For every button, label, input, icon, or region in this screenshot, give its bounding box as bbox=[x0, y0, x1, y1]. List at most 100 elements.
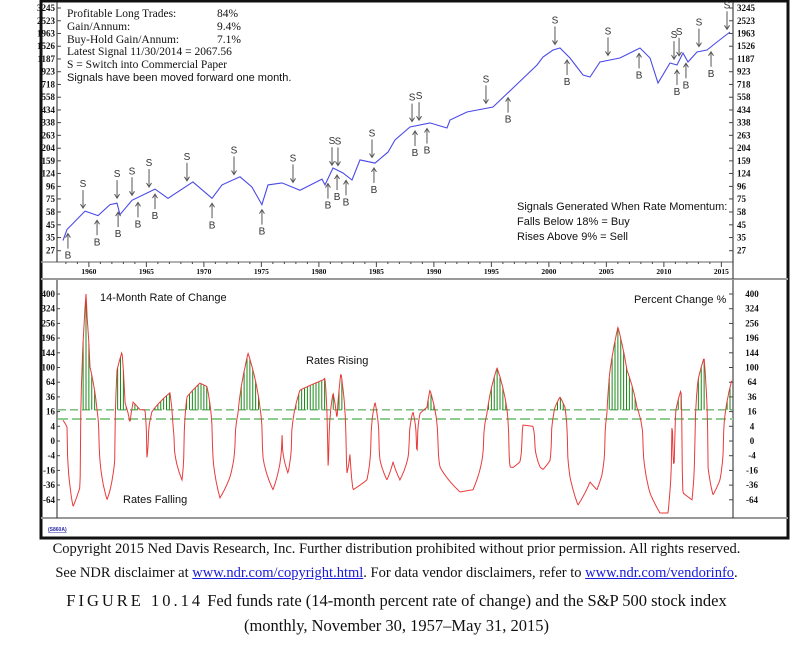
chart-frame bbox=[39, 0, 790, 540]
sell-signal-label: S bbox=[409, 93, 416, 104]
arrowhead bbox=[80, 203, 86, 210]
y-tick-label: 35 bbox=[46, 233, 56, 243]
y-tick-label: 204 bbox=[42, 143, 56, 153]
y-tick-label: -16 bbox=[746, 465, 758, 475]
buy-signal: B bbox=[259, 208, 266, 238]
rising-rate-bars bbox=[82, 294, 731, 410]
arrowhead bbox=[674, 69, 680, 75]
y-tick-label: 64 bbox=[748, 377, 758, 387]
y-tick-label: 0 bbox=[51, 436, 56, 446]
arrowhead bbox=[424, 127, 430, 133]
moved-note: Signals have been moved forward one mont… bbox=[67, 72, 291, 84]
sell-signal: S bbox=[676, 27, 683, 57]
y-tick-label: 1187 bbox=[737, 54, 755, 64]
caption-text: (monthly, November 30, 1957–May 31, 2015… bbox=[243, 616, 550, 635]
sell-signal-label: S bbox=[676, 27, 683, 38]
arrowhead bbox=[231, 170, 237, 176]
arrowhead bbox=[329, 160, 335, 167]
sell-signal-label: S bbox=[724, 0, 731, 11]
arrowhead bbox=[209, 202, 215, 208]
y-tick-label: 144 bbox=[42, 348, 56, 358]
disclaimer-text: See NDR disclaimer at bbox=[55, 565, 193, 581]
sell-signal-label: S bbox=[146, 158, 153, 169]
arrowhead bbox=[343, 179, 349, 185]
arrowhead bbox=[676, 51, 682, 57]
sell-signal: S bbox=[483, 74, 490, 105]
buy-signal: B bbox=[371, 166, 378, 196]
x-tick-label: 1970 bbox=[196, 267, 211, 276]
sell-signal: S bbox=[552, 15, 559, 46]
arrowhead bbox=[371, 166, 377, 173]
y-tick-label: 923 bbox=[42, 67, 56, 77]
arrowhead bbox=[416, 115, 422, 122]
y-tick-label: 36 bbox=[748, 392, 758, 402]
rate-of-change-line bbox=[62, 293, 733, 514]
sell-signal: S bbox=[671, 30, 678, 61]
y-tick-label: 558 bbox=[42, 92, 56, 102]
vendorinfo-link[interactable]: www.ndr.com/vendorinfo bbox=[585, 565, 735, 581]
disclaimer-text: . For data vendor disclaimers, refer to bbox=[363, 565, 586, 581]
y-tick-label: 400 bbox=[745, 289, 759, 299]
buy-signal: B bbox=[412, 130, 419, 159]
y-tick-label: 96 bbox=[46, 181, 56, 191]
buy-signal-label: B bbox=[424, 146, 431, 157]
stat-value: 9.4% bbox=[217, 21, 241, 33]
y-tick-label: 1963 bbox=[737, 28, 756, 38]
disclaimer-text: . bbox=[734, 565, 738, 581]
buy-signal-label: B bbox=[564, 77, 571, 88]
signal-rules: Signals Generated When Rate Momentum: Fa… bbox=[517, 201, 727, 243]
y-tick-label: 159 bbox=[737, 156, 751, 166]
y-tick-label: 256 bbox=[42, 318, 56, 328]
buy-signal-label: B bbox=[325, 201, 332, 212]
x-axis: 1960 1965 1970 1975 1980 1985 1990 1995 2000 2005… bbox=[65, 262, 729, 276]
y-tick-label: 2523 bbox=[737, 16, 756, 26]
y-tick-label: 204 bbox=[737, 143, 751, 153]
sell-signal-label: S bbox=[80, 179, 87, 190]
stat-value: 7.1% bbox=[217, 34, 241, 46]
sell-signal: S bbox=[696, 18, 703, 48]
y-tick-label: 27 bbox=[737, 246, 747, 256]
y-tick-label: 159 bbox=[42, 156, 56, 166]
y-tick-label: 3245 bbox=[37, 3, 56, 13]
y-tick-label: -64 bbox=[746, 495, 758, 505]
arrowhead bbox=[334, 174, 340, 180]
buy-signal: B bbox=[325, 182, 332, 212]
y-tick-label: 45 bbox=[46, 220, 56, 230]
sell-signal-label: S bbox=[184, 152, 191, 163]
x-tick-label: 2010 bbox=[656, 267, 671, 276]
sell-signal: S bbox=[231, 146, 238, 176]
signal-rules-title: Signals Generated When Rate Momentum: bbox=[517, 201, 727, 213]
sell-signal-label: S bbox=[605, 26, 612, 37]
y-tick-label: 1187 bbox=[37, 54, 55, 64]
buy-signal-label: B bbox=[115, 229, 122, 240]
latest-signal: Latest Signal 11/30/2014 = 2067.56 bbox=[67, 46, 232, 58]
rates-falling-label: Rates Falling bbox=[123, 494, 187, 506]
arrowhead bbox=[114, 193, 120, 200]
sell-signal: S bbox=[409, 93, 416, 123]
y-tick-label: 4 bbox=[51, 421, 56, 431]
disclaimer-line: See NDR disclaimer at www.ndr.com/copyri… bbox=[0, 565, 793, 582]
y-tick-label: 75 bbox=[46, 194, 56, 204]
sell-signal-label: S bbox=[369, 128, 376, 139]
y-tick-label: -4 bbox=[748, 451, 756, 461]
buy-signal-label: B bbox=[636, 70, 643, 81]
arrowhead bbox=[369, 153, 375, 159]
sell-signal-label: S bbox=[696, 18, 703, 29]
arrowhead bbox=[409, 117, 415, 123]
x-tick-label: 1985 bbox=[369, 267, 384, 276]
y-tick-label: -16 bbox=[43, 465, 55, 475]
buy-signal: B bbox=[636, 52, 643, 81]
buy-signal: B bbox=[65, 232, 72, 262]
arrowhead bbox=[94, 219, 100, 225]
x-tick-label: 1960 bbox=[81, 267, 96, 276]
buy-signal: B bbox=[683, 62, 690, 91]
copyright-link[interactable]: www.ndr.com/copyright.html bbox=[192, 565, 364, 581]
buy-signal-label: B bbox=[674, 87, 681, 98]
arrowhead bbox=[65, 232, 71, 238]
arrowhead bbox=[505, 96, 511, 102]
arrowhead bbox=[135, 201, 141, 207]
buy-signal: B bbox=[343, 179, 350, 208]
y-tick-label: 718 bbox=[737, 79, 751, 89]
